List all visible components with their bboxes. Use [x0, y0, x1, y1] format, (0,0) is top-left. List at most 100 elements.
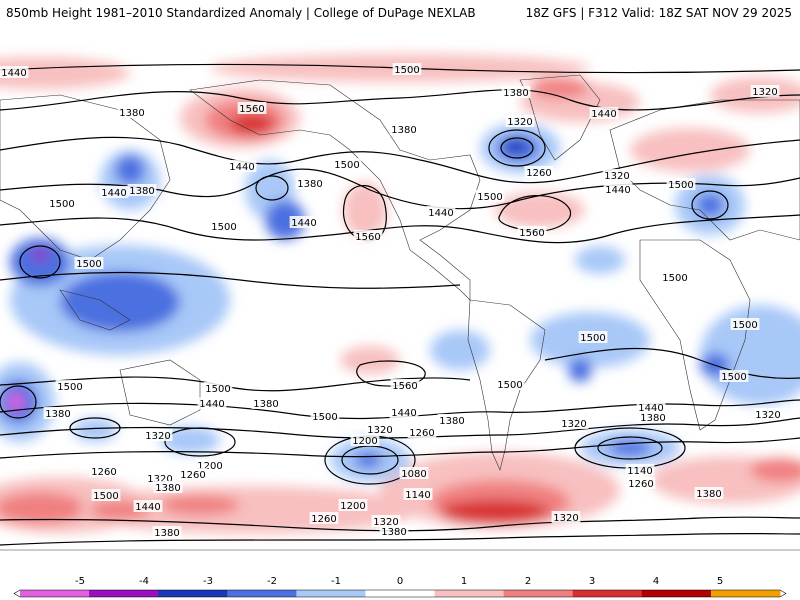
contour-label-bg: [551, 511, 581, 523]
colorbar-segment: [123, 590, 159, 597]
contour-label-bg: [638, 411, 668, 423]
contour-label-bg: [133, 500, 163, 512]
contour-label: 1500: [394, 65, 419, 76]
colorbar-label: -4: [139, 576, 149, 587]
colorbar-segment: [89, 590, 125, 597]
contour-label: 1560: [519, 228, 544, 239]
colorbar-label: -3: [203, 576, 213, 587]
contour-label-bg: [117, 106, 147, 118]
contour-label-bg: [495, 378, 525, 390]
contour-label: 1440: [638, 403, 663, 414]
colorbar-segment: [296, 590, 332, 597]
contour-label-bg: [392, 63, 422, 75]
contour-label: 1200: [340, 501, 365, 512]
contour-label-bg: [371, 515, 401, 527]
colorbar-segment: [710, 590, 746, 597]
colorbar-label: 3: [589, 576, 595, 587]
colorbar-segment: [54, 590, 90, 597]
contour-label-bg: [389, 123, 419, 135]
contour-label: 1260: [526, 168, 551, 179]
contour-label: 1260: [311, 514, 336, 525]
contour-label: 1440: [229, 162, 254, 173]
contour-label-bg: [390, 379, 420, 391]
contour-label: 1320: [367, 425, 392, 436]
contour-label-bg: [55, 380, 85, 392]
contour-label: 1500: [57, 382, 82, 393]
contour-label: 1440: [199, 399, 224, 410]
contour-label-bg: [365, 423, 395, 435]
contour-label: 1200: [197, 461, 222, 472]
contour-label-bg: [730, 318, 760, 330]
contour-label-bg: [89, 465, 119, 477]
contour-label: 1380: [381, 527, 406, 538]
contour-label-bg: [407, 426, 437, 438]
contour-label: 1380: [154, 528, 179, 539]
contour-label-bg: [350, 434, 380, 446]
contour-label: 1500: [49, 199, 74, 210]
contour-label-bg: [403, 488, 433, 500]
contour-label: 1320: [752, 87, 777, 98]
contour-label-bg: [47, 197, 77, 209]
contour-label: 1500: [334, 160, 359, 171]
header-right-title: 18Z GFS | F312 Valid: 18Z SAT NOV 29 202…: [525, 6, 792, 20]
contour-label-bg: [295, 177, 325, 189]
colorbar-label: -2: [267, 576, 277, 587]
contour-label-bg: [251, 397, 281, 409]
contour-label: 1560: [392, 381, 417, 392]
contour-label-bg: [152, 526, 182, 538]
contour-label-bg: [517, 226, 547, 238]
contour-label-bg: [99, 186, 129, 198]
contour-label-bg: [475, 190, 505, 202]
contour-label: 1500: [668, 180, 693, 191]
colorbar-outline: [13, 589, 787, 598]
contour-label: 1380: [640, 413, 665, 424]
contour-label: 1320: [147, 474, 172, 485]
contour-label: 1560: [355, 232, 380, 243]
contour-label: 1320: [604, 171, 629, 182]
contour-label-bg: [338, 499, 368, 511]
contour-label: 1380: [129, 186, 154, 197]
contour-label: 1380: [696, 489, 721, 500]
contour-label-bg: [127, 184, 157, 196]
contour-label: 1440: [135, 502, 160, 513]
colorbar-segment: [227, 590, 263, 597]
colorbar-label: 4: [653, 576, 659, 587]
contour-label-bg: [332, 158, 362, 170]
contour-label: 1320: [145, 431, 170, 442]
contour-label: 1380: [45, 409, 70, 420]
contour-label-bg: [178, 468, 208, 480]
colorbar-segment: [538, 590, 574, 597]
colorbar-segment: [676, 590, 712, 597]
contour-label-bg: [589, 107, 619, 119]
contour-label-bg: [437, 414, 467, 426]
contour-label: 1500: [205, 384, 230, 395]
colorbar-segment: [745, 590, 781, 597]
colorbar-label: -5: [75, 576, 85, 587]
contour-label-bg: [426, 206, 456, 218]
contour-label: 1380: [503, 88, 528, 99]
contour-label-bg: [353, 230, 383, 242]
contour-label: 1440: [391, 408, 416, 419]
colorbar-segment: [400, 590, 436, 597]
contour-label: 1440: [591, 109, 616, 120]
contour-label: 1320: [561, 419, 586, 430]
colorbar-segment: [607, 590, 643, 597]
contour-label: 1260: [628, 479, 653, 490]
contour-label-bg: [753, 408, 783, 420]
colorbar-segment: [469, 590, 505, 597]
contour-label: 1380: [155, 483, 180, 494]
contour-label: 1440: [101, 188, 126, 199]
contour-label-bg: [625, 464, 655, 476]
contour-label-bg: [559, 417, 589, 429]
contour-label-bg: [660, 271, 690, 283]
contour-label: 1380: [253, 399, 278, 410]
contour-label-bg: [197, 397, 227, 409]
header-left-title: 850mb Height 1981–2010 Standardized Anom…: [6, 6, 476, 20]
contour-label-bg: [310, 410, 340, 422]
contour-label: 1500: [580, 333, 605, 344]
contour-label: 1320: [507, 117, 532, 128]
contour-label-bg: [719, 370, 749, 382]
colorbar-segment: [434, 590, 470, 597]
colorbar-segment: [192, 590, 228, 597]
